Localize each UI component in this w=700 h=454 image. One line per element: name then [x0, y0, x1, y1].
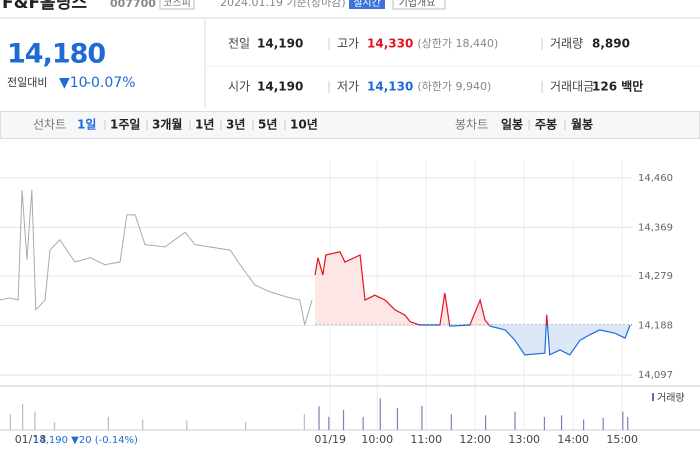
x-tick-label: 15:00: [606, 433, 638, 446]
candle-tab[interactable]: 일봉: [501, 118, 523, 132]
summary-value: 14,130: [367, 80, 413, 94]
period-tab[interactable]: 1년: [195, 118, 214, 132]
volume-bar: [142, 419, 144, 430]
x-tick-label: 11:00: [410, 433, 442, 446]
period-tab[interactable]: 10년: [290, 118, 318, 132]
realtime[interactable]: 실시간: [353, 0, 381, 9]
change: ▼10: [59, 75, 88, 91]
volume-bar: [328, 416, 330, 430]
summary-value: 126 백만: [592, 79, 643, 94]
volume-bar: [362, 416, 364, 430]
candle-tab[interactable]: 주봉: [535, 118, 557, 132]
date: 2024.01.19 기준(장마감): [220, 0, 346, 9]
y-tick-label: 14,279: [638, 271, 673, 282]
volume-bar: [450, 414, 452, 430]
area-down: [315, 324, 631, 355]
summary-label: 저가: [337, 80, 359, 94]
market: 코스피: [163, 0, 191, 9]
summary-label: 시가: [228, 80, 250, 94]
volume-bar: [602, 417, 604, 430]
price-line-down: [416, 324, 631, 356]
x-tick-label: 12:00: [459, 433, 491, 446]
volume-legend: 거래량: [657, 392, 685, 404]
summary-table: 전일 14,190 고가 14,330 (상한가 18,440) 거래량 8,890 시가 14…: [228, 37, 643, 94]
area-up: [315, 251, 548, 325]
price-line-up: [314, 251, 549, 325]
candle-tab[interactable]: 월봉: [571, 117, 593, 132]
company-info[interactable]: 기업개요: [399, 0, 436, 9]
volume-bar: [583, 419, 585, 430]
info-badge[interactable]: [392, 0, 446, 10]
summary-label: 거래량: [550, 37, 583, 51]
volume-bar: [9, 414, 11, 430]
summary-value: 14,190: [257, 80, 303, 94]
summary-label: 전일: [228, 37, 250, 51]
volume-bar: [107, 416, 109, 430]
change-pct: -0.07%: [86, 75, 136, 91]
period-tab[interactable]: 5년: [258, 118, 277, 132]
summary-value: 14,330: [367, 37, 413, 51]
prev-info: 14,190 ▼20 (-0.14%): [33, 435, 138, 446]
current-price: 14,180: [7, 39, 105, 70]
volume-bar: [342, 410, 345, 430]
x-tick-label: 13:00: [508, 433, 540, 446]
volume-bar: [485, 415, 487, 430]
period-tab[interactable]: 1주일: [110, 118, 140, 132]
volume-bar: [514, 411, 516, 430]
volume-legend-mark: [652, 393, 654, 401]
volume-bar: [303, 414, 305, 430]
volume-bar: [22, 403, 24, 430]
y-tick-label: 14,369: [638, 222, 673, 233]
x-tick-label: 14:00: [557, 433, 589, 446]
x-tick-label: 10:00: [361, 433, 393, 446]
change-label: 전일대비: [7, 75, 47, 89]
summary-label: 고가: [337, 37, 359, 51]
summary-note: (하한가 9,940): [417, 79, 491, 93]
header: F&F홀딩스 007700 코스피 2024.01.19 기준(장마감) 실시간…: [2, 0, 446, 13]
summary-value: 14,190: [257, 37, 303, 51]
y-tick-label: 14,097: [638, 370, 673, 381]
volume-bar: [186, 420, 188, 430]
summary-value: 8,890: [592, 37, 630, 51]
volume-bar: [53, 422, 56, 430]
volume-bar: [244, 422, 247, 430]
stock-code: 007700: [110, 0, 156, 10]
summary-note: (상한가 18,440): [417, 37, 498, 50]
period-tab[interactable]: 3년: [226, 118, 245, 132]
period-tab[interactable]: 1일: [77, 118, 96, 132]
volume-bar: [622, 411, 624, 430]
y-tick-label: 14,188: [638, 321, 673, 332]
volume-bar: [560, 415, 563, 430]
market-badge: [159, 0, 195, 10]
volume-bar: [543, 416, 546, 430]
volume-bar: [379, 398, 381, 430]
summary-label: 거래대금: [550, 80, 594, 94]
stock-name: F&F홀딩스: [2, 0, 87, 13]
volume-bar: [318, 406, 320, 430]
x-tick-label: 01/18: [15, 433, 47, 446]
volume-bar: [421, 405, 423, 430]
tabs: 선차트 1일 1주일 3개월 1년 3년 5년 10년 봉차트 일봉 주봉 월봉: [33, 117, 593, 132]
tab-label: 선차트: [33, 118, 66, 132]
chart: 14,460 14,369 14,279 14,188 14,097 01/18 01/19…: [0, 160, 700, 446]
y-tick-label: 14,460: [638, 173, 673, 184]
volume-bar: [34, 411, 36, 430]
volume-bar: [396, 407, 399, 430]
realtime-badge[interactable]: [349, 0, 385, 9]
x-tick-label: 01/19: [314, 433, 346, 446]
price-line: [0, 189, 313, 326]
tab-label: 봉차트: [455, 118, 488, 132]
volume-bar: [627, 416, 629, 430]
period-tab[interactable]: 3개월: [152, 117, 182, 132]
